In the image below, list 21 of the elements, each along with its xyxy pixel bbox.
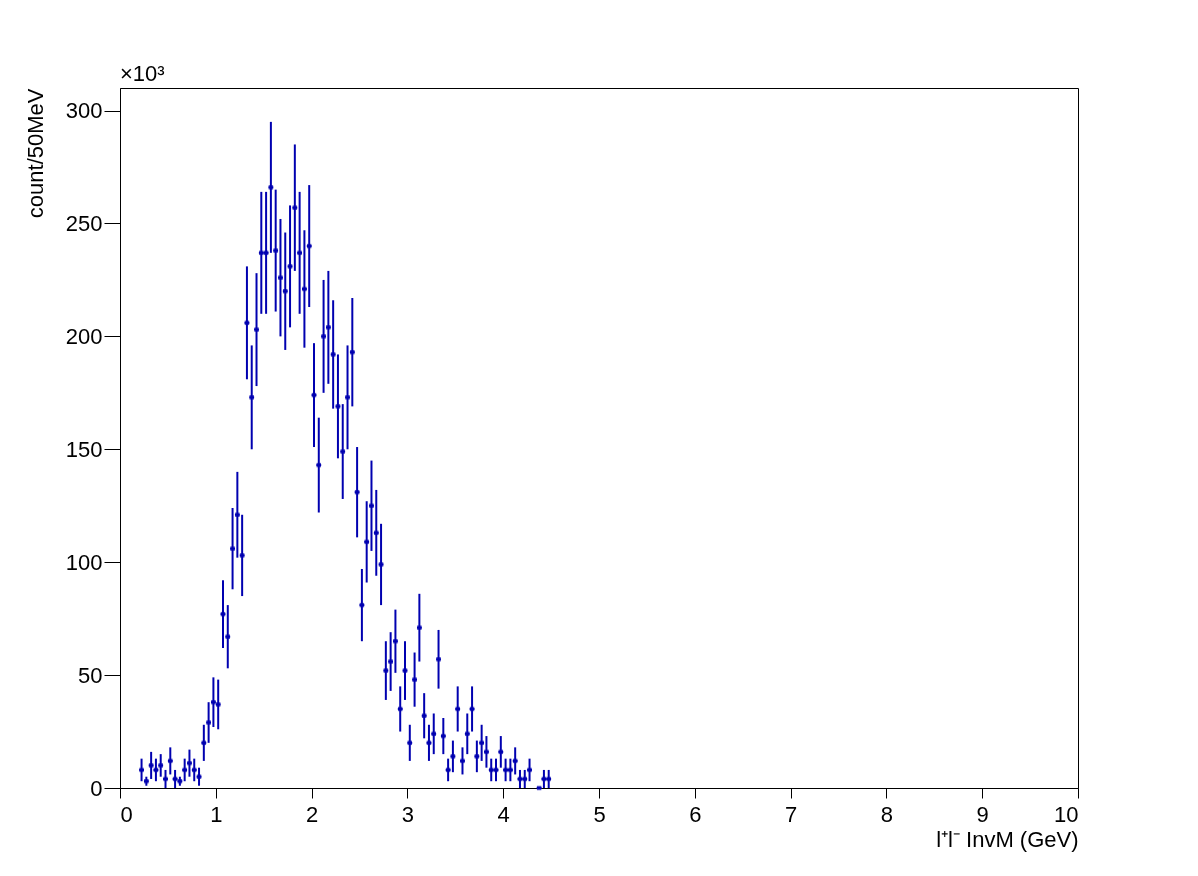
x-tick-label: 5	[593, 801, 606, 827]
text: ×10³	[120, 61, 165, 86]
y-axis-title: count/50MeV	[22, 88, 48, 219]
x-tick-label: 0	[120, 801, 133, 827]
y-tick-label: 250	[65, 210, 103, 236]
y-tick-label: 50	[78, 662, 103, 688]
y-tick-label: 100	[65, 549, 103, 575]
x-tick-label: 1	[210, 801, 223, 827]
x-axis-title: l⁺l⁻ InvM (GeV)	[936, 826, 1079, 852]
y-tick-label: 150	[65, 436, 103, 462]
y-tick-label: 0	[90, 775, 103, 801]
x-tick-label: 2	[305, 801, 319, 827]
y-tick-label: 200	[65, 323, 103, 349]
x-tick-label: 8	[880, 801, 894, 827]
x-tick-label: 6	[689, 801, 702, 827]
x-tick-label: 10	[1054, 801, 1079, 827]
x-tick-label: 3	[401, 801, 415, 827]
y-tick-label: 300	[65, 98, 103, 124]
x-tick-label: 4	[497, 801, 510, 827]
x-tick-label: 7	[784, 801, 798, 827]
x-tick-label: 9	[976, 801, 989, 827]
